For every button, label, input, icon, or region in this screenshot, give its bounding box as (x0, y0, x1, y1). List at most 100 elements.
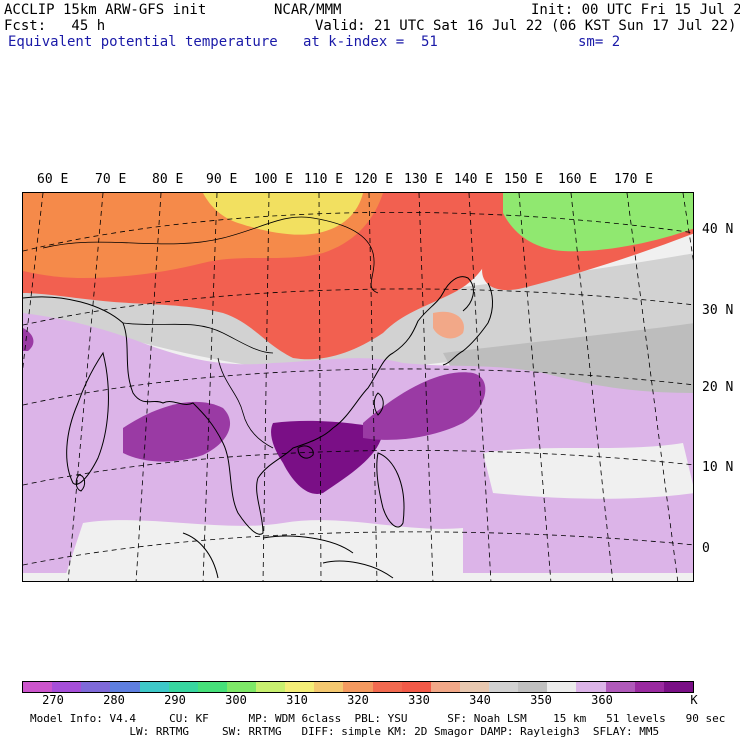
colorbar-swatch (23, 682, 53, 692)
latitude-line (23, 450, 693, 486)
lon-label: 70 E (95, 172, 127, 187)
colorbar-swatch (634, 682, 664, 692)
lat-label: 40 N (702, 222, 734, 237)
colorbar-tick: 360 (591, 693, 613, 707)
coastline (322, 560, 394, 579)
colorbar-swatch (226, 682, 256, 692)
lon-label: 80 E (152, 172, 184, 187)
low-theta-e-region (503, 193, 693, 252)
colorbar-swatch (110, 682, 140, 692)
colorbar-tick: 350 (530, 693, 552, 707)
lat-label: 0 (702, 541, 710, 556)
lat-label: 10 N (702, 460, 734, 475)
latitude-line (23, 368, 693, 406)
colorbar-swatch (285, 682, 315, 692)
colorbar-unit: K (690, 693, 698, 707)
coastline (373, 392, 384, 416)
colorbar (22, 681, 694, 693)
colorbar-swatch (663, 682, 693, 692)
longitude-line (262, 193, 270, 581)
coastline (75, 474, 86, 492)
map-canvas (23, 193, 693, 581)
lon-label: 100 E (254, 172, 294, 187)
coastline (262, 535, 354, 554)
colorbar-tick: 320 (347, 693, 369, 707)
lat-label: 20 N (702, 380, 734, 395)
longitude-line (518, 193, 552, 581)
convection-region (123, 401, 231, 462)
yellow-region (203, 193, 363, 235)
colorbar-swatch (518, 682, 548, 692)
ocean-background (483, 443, 693, 499)
convection-region (271, 420, 383, 494)
country-border (217, 357, 274, 449)
colorbar-swatch (576, 682, 606, 692)
lon-label: 170 E (614, 172, 654, 187)
colorbar-tick: 340 (469, 693, 491, 707)
latitude-line (23, 531, 693, 566)
lon-label: 60 E (37, 172, 69, 187)
longitude-line (318, 193, 322, 581)
coastline (442, 282, 493, 366)
coastline (297, 445, 314, 459)
ocean-background (63, 520, 463, 581)
longitude-line (626, 193, 679, 581)
latitude-line (23, 288, 693, 326)
colorbar-swatch (547, 682, 577, 692)
longitude-line (67, 193, 104, 581)
lon-label: 90 E (206, 172, 238, 187)
weather-map (22, 192, 694, 582)
lon-label: 130 E (404, 172, 444, 187)
colorbar-swatch (372, 682, 402, 692)
convection-region (363, 372, 486, 440)
institution-label: NCAR/MMM (274, 2, 342, 18)
model-info-line: Model Info: V4.4 CU: KF MP: WDM 6class P… (30, 712, 726, 725)
lon-label: 140 E (454, 172, 494, 187)
colorbar-tick: 290 (164, 693, 186, 707)
init-time: Init: 00 UTC Fri 15 Jul 22 (531, 2, 740, 18)
model-title: ACCLIP 15km ARW-GFS init (4, 2, 207, 18)
country-border (42, 216, 379, 294)
longitude-line (368, 193, 378, 581)
lat-label: 30 N (702, 303, 734, 318)
colorbar-swatch (343, 682, 373, 692)
smoothing-label: sm= 2 (578, 34, 621, 50)
colorbar-tick: 280 (103, 693, 125, 707)
longitude-line (468, 193, 492, 581)
colorbar-swatch (197, 682, 227, 692)
lon-label: 150 E (504, 172, 544, 187)
longitude-line (23, 193, 44, 370)
coastline (376, 452, 405, 528)
colorbar-tick: 310 (286, 693, 308, 707)
colorbar-swatch (168, 682, 198, 692)
colorbar-swatch (605, 682, 635, 692)
colorbar-swatch (139, 682, 169, 692)
colorbar-tick: 300 (225, 693, 247, 707)
country-border (122, 322, 274, 354)
colorbar-swatch (401, 682, 431, 692)
longitude-line (135, 193, 162, 581)
longitude-line (202, 193, 218, 581)
colorbar-swatch (430, 682, 460, 692)
longitude-line (418, 193, 434, 581)
field-name: Equivalent potential temperature (8, 34, 278, 50)
colorbar-swatch (52, 682, 82, 692)
coastline (66, 351, 109, 485)
lon-label: 120 E (354, 172, 394, 187)
colorbar-swatch (459, 682, 489, 692)
forecast-hour: Fcst: 45 h (4, 18, 106, 34)
lon-label: 160 E (558, 172, 598, 187)
latitude-line (23, 211, 693, 252)
salmon-region (433, 311, 464, 339)
level-index: at k-index = 51 (303, 34, 438, 50)
colorbar-swatch (81, 682, 111, 692)
colorbar-swatch (489, 682, 519, 692)
valid-time: Valid: 21 UTC Sat 16 Jul 22 (06 KST Sun … (315, 18, 737, 34)
colorbar-swatch (256, 682, 286, 692)
colorbar-tick: 330 (408, 693, 430, 707)
colorbar-tick: 270 (42, 693, 64, 707)
colorbar-swatch (314, 682, 344, 692)
lon-label: 110 E (304, 172, 344, 187)
model-physics-line: LW: RRTMG SW: RRTMG DIFF: simple KM: 2D … (30, 725, 660, 738)
longitude-line (570, 193, 614, 581)
